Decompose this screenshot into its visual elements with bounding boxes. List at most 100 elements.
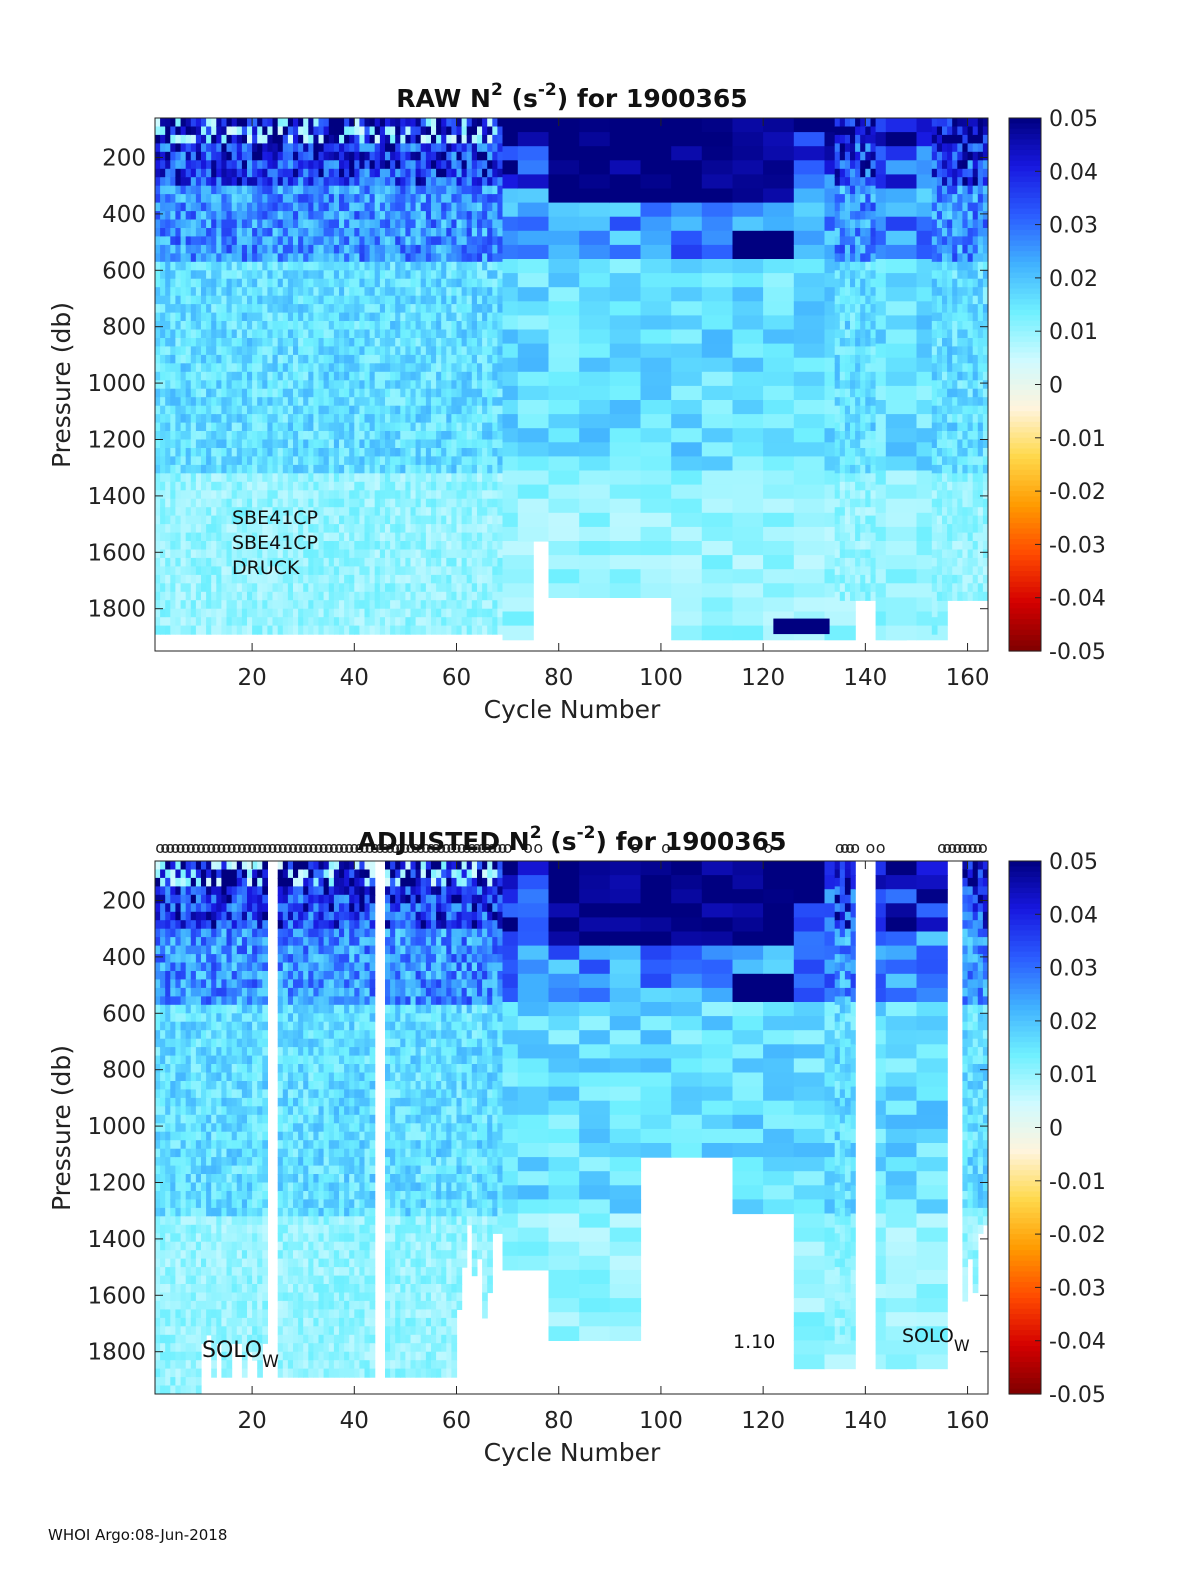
- heat-cell: [211, 134, 217, 144]
- heat-cell: [165, 541, 171, 551]
- heat-cell: [850, 143, 856, 153]
- heat-cell: [850, 464, 856, 474]
- heat-cell: [349, 507, 355, 517]
- heat-cell: [456, 617, 463, 627]
- heat-cell: [374, 625, 381, 635]
- heat-cell: [763, 484, 795, 500]
- heat-cell: [431, 244, 437, 254]
- heat-cell: [477, 261, 483, 271]
- heat-cell: [374, 236, 381, 246]
- heat-cell: [850, 549, 856, 559]
- heat-cell: [446, 456, 452, 466]
- heat-cell: [451, 448, 458, 458]
- heat-cell: [175, 151, 182, 161]
- heat-cell: [364, 405, 371, 415]
- heat-cell: [410, 557, 417, 567]
- heat-cell: [441, 270, 447, 280]
- heat-cell: [344, 507, 350, 517]
- heat-cell: [420, 541, 427, 551]
- heat-cell: [185, 287, 192, 297]
- heat-cell: [211, 295, 217, 305]
- heat-cell: [333, 244, 340, 254]
- heat-cell: [436, 380, 442, 390]
- heat-cell: [252, 143, 258, 153]
- heat-cell: [216, 236, 222, 246]
- heat-cell: [497, 278, 504, 288]
- heat-cell: [287, 617, 294, 627]
- heat-cell: [405, 405, 412, 415]
- heat-cell: [395, 168, 401, 178]
- heat-cell: [855, 473, 861, 483]
- heat-cell: [400, 287, 406, 297]
- heat-cell: [400, 625, 406, 635]
- heat-cell: [466, 219, 473, 229]
- heat-cell: [461, 448, 468, 458]
- heat-cell: [461, 481, 468, 491]
- heat-cell: [640, 202, 672, 218]
- heat-cell: [425, 600, 432, 610]
- heat-cell: [277, 557, 284, 567]
- heat-cell: [395, 346, 401, 356]
- heat-cell: [216, 287, 222, 297]
- heat-cell: [308, 490, 314, 500]
- heat-cell: [333, 405, 340, 415]
- heat-cell: [390, 321, 396, 331]
- heat-cell: [844, 118, 851, 128]
- raw-title-main: RAW N: [396, 84, 491, 113]
- heat-cell: [477, 608, 483, 618]
- heat-cell: [216, 566, 222, 576]
- heat-cell: [431, 566, 437, 576]
- heat-cell: [262, 194, 268, 204]
- heat-cell: [395, 253, 401, 263]
- heat-cell: [456, 405, 463, 415]
- heat-cell: [390, 422, 396, 432]
- heat-cell: [318, 134, 325, 144]
- heat-cell: [839, 354, 846, 364]
- heat-cell: [226, 541, 233, 551]
- heat-cell: [839, 405, 846, 415]
- heat-cell: [425, 160, 432, 170]
- heat-cell: [201, 270, 207, 280]
- heat-cell: [298, 118, 304, 128]
- heat-cell: [415, 219, 422, 229]
- heat-cell: [369, 625, 376, 635]
- heat-cell: [195, 524, 202, 534]
- heat-cell: [185, 625, 192, 635]
- heat-cell: [165, 608, 171, 618]
- heat-cell: [834, 194, 841, 204]
- heat-cell: [839, 481, 846, 491]
- heat-cell: [247, 532, 253, 542]
- heat-cell: [364, 439, 371, 449]
- heat-cell: [477, 134, 483, 144]
- heat-cell: [226, 549, 233, 559]
- heat-cell: [180, 481, 187, 491]
- heat-cell: [190, 371, 197, 381]
- heat-cell: [425, 549, 432, 559]
- heat-cell: [385, 524, 391, 534]
- heat-cell: [431, 371, 437, 381]
- heat-cell: [374, 422, 381, 432]
- heat-cell: [175, 346, 182, 356]
- heat-cell: [308, 143, 314, 153]
- heat-cell: [855, 507, 861, 517]
- heat-cell: [379, 253, 386, 263]
- heat-cell: [517, 470, 550, 486]
- heat-cell: [860, 185, 866, 195]
- heat-cell: [420, 380, 427, 390]
- heat-cell: [185, 397, 192, 407]
- heat-cell: [415, 405, 422, 415]
- heat-cell: [640, 230, 672, 246]
- heat-cell: [870, 228, 877, 238]
- heat-cell: [844, 557, 851, 567]
- heat-cell: [359, 422, 366, 432]
- heat-cell: [425, 473, 432, 483]
- heat-cell: [466, 464, 473, 474]
- heat-cell: [379, 439, 386, 449]
- heat-cell: [241, 566, 248, 576]
- heat-cell: [385, 202, 391, 212]
- heat-cell: [287, 329, 294, 339]
- heat-cell: [425, 194, 432, 204]
- heat-cell: [451, 490, 458, 500]
- heat-cell: [241, 515, 248, 525]
- heat-cell: [180, 464, 187, 474]
